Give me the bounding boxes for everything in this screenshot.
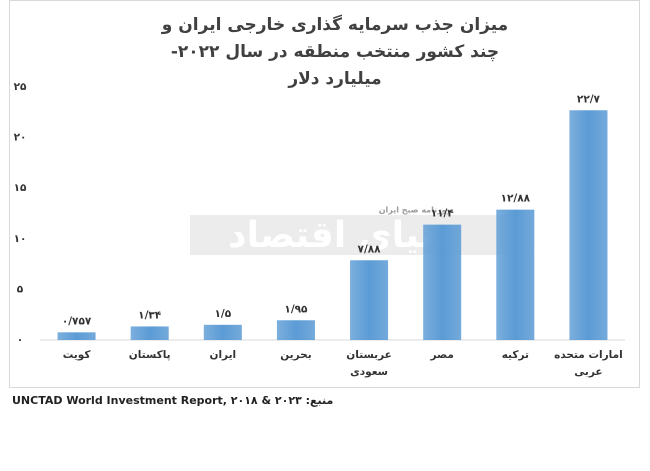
bar	[496, 209, 535, 340]
watermark-tagline: روزنامه صبح ایران	[379, 206, 452, 215]
x-tick-label: ایران	[209, 349, 237, 361]
value-label: ۱/۳۴	[138, 309, 162, 321]
x-tick-label: مصر	[430, 349, 454, 361]
bar	[57, 332, 96, 340]
x-tick-label: امارات متحده عربی	[554, 349, 623, 378]
x-tick-label: بحرین	[280, 349, 312, 361]
value-label: ۱/۵	[214, 308, 231, 320]
y-tick-label: ۱۵	[14, 182, 27, 194]
bar	[423, 224, 462, 340]
y-tick-label: ۵	[17, 283, 24, 295]
value-label: ۷/۸۸	[358, 243, 382, 255]
y-tick-label: ۲۵	[14, 81, 27, 93]
y-tick-label: ۱۰	[14, 233, 27, 245]
value-label: ۰/۷۵۷	[62, 315, 92, 327]
chart-title: میزان جذب سرمایه گذاری خارجی ایران و چند…	[161, 15, 509, 89]
value-label: ۱۲/۸۸	[501, 193, 531, 205]
bar	[130, 326, 169, 340]
value-label: ۲۲/۷	[577, 93, 601, 105]
watermark: دنیای اقتصاد	[228, 215, 452, 256]
bar	[569, 110, 608, 340]
x-tick-label: کویت	[62, 349, 91, 361]
chart-frame	[9, 0, 640, 388]
bar	[203, 324, 242, 340]
source: منبع: UNCTAD World Investment Report, ۲۰…	[12, 394, 334, 407]
bar	[350, 260, 389, 340]
y-tick-label: ۲۰	[14, 132, 27, 144]
value-label: ۱۱/۴	[431, 208, 455, 220]
bar	[276, 320, 315, 340]
x-tick-label: عربستان سعودی	[346, 349, 392, 378]
x-tick-label: ترکیه	[501, 349, 529, 361]
y-tick-label: ۰	[17, 334, 23, 346]
value-label: ۱/۹۵	[284, 303, 308, 315]
x-tick-label: پاکستان	[128, 349, 171, 361]
